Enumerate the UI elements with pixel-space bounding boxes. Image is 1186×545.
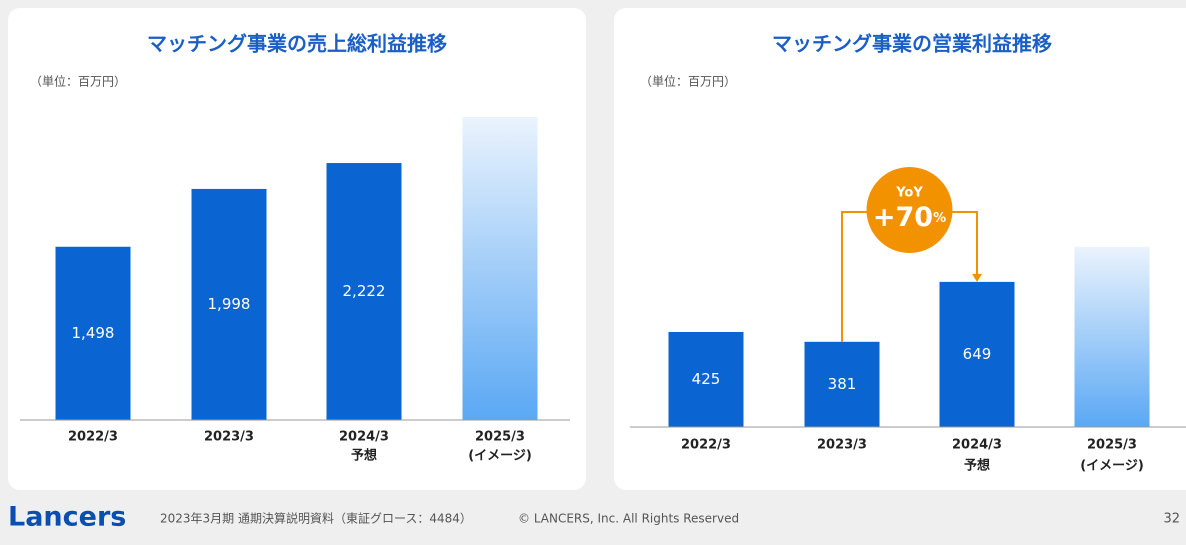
bar <box>668 331 744 427</box>
chart-title: マッチング事業の営業利益推移 <box>772 32 1052 56</box>
data-label: 425 <box>692 370 721 388</box>
x-tick-label: 2024/3 <box>339 430 389 445</box>
x-tick-note: 予想 <box>964 458 990 474</box>
data-label: 2,222 <box>343 282 386 300</box>
x-tick-note: 予想 <box>351 448 377 464</box>
bar <box>462 117 538 420</box>
bar <box>1074 247 1150 427</box>
x-tick-note: (イメージ) <box>468 449 532 464</box>
chart-title: マッチング事業の売上総利益推移 <box>147 32 447 56</box>
x-tick-label: 2023/3 <box>817 438 867 453</box>
unit-note: （単位：百万円） <box>640 74 736 89</box>
page-number: 32 <box>1163 512 1180 527</box>
bar <box>939 281 1015 427</box>
logo: Lancers <box>8 502 126 533</box>
footer-text: 2023年3月期 通期決算説明資料（東証グロース：4484） <box>160 511 472 526</box>
x-tick-note: (イメージ) <box>1080 459 1144 474</box>
bar <box>804 341 880 427</box>
x-tick-label: 2022/3 <box>68 430 118 445</box>
yoy-value: +70% <box>873 202 946 233</box>
data-label: 649 <box>963 345 992 363</box>
data-label: 1,998 <box>208 295 251 313</box>
data-label: 381 <box>828 375 857 393</box>
x-tick-label: 2023/3 <box>204 430 254 445</box>
yoy-title: YoY <box>895 186 923 201</box>
x-tick-label: 2025/3 <box>1087 438 1137 453</box>
x-tick-label: 2022/3 <box>681 438 731 453</box>
arrow-head <box>972 273 982 282</box>
copyright: © LANCERS, Inc. All Rights Reserved <box>518 512 739 526</box>
yoy-badge <box>866 167 953 253</box>
bar <box>55 246 131 420</box>
x-tick-label: 2025/3 <box>475 430 525 445</box>
unit-note: （単位：百万円） <box>30 74 126 89</box>
bar <box>326 163 402 420</box>
panel <box>8 8 586 490</box>
data-label: 1,498 <box>72 324 115 342</box>
yoy-unit: % <box>933 211 946 226</box>
yoy-number: +70 <box>873 202 933 233</box>
bar <box>191 188 267 420</box>
x-tick-label: 2024/3 <box>952 438 1002 453</box>
